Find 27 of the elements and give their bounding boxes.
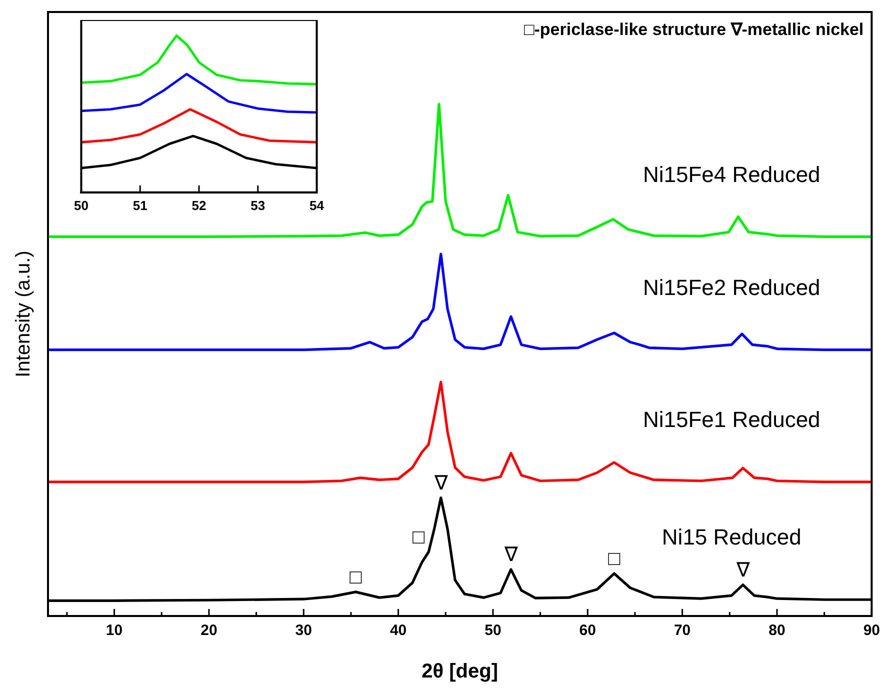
x-axis-title: 2θ [deg] (422, 660, 498, 683)
x-tick-label: 50 (484, 622, 502, 640)
annotation: ∇ (503, 544, 518, 566)
x-tick-label: 30 (295, 622, 312, 640)
text: Ni15 Reduced (662, 524, 802, 550)
series-label: Ni15Fe4 Reduced (642, 162, 820, 187)
annotation: □ (608, 548, 622, 570)
x-tick-label: 52 (192, 198, 206, 213)
series-label: Ni15Fe2 Reduced (642, 274, 820, 300)
x-tick-label: 10 (106, 622, 123, 640)
annotation: □ (412, 526, 426, 549)
x-tick-label: 40 (390, 622, 407, 640)
x-tick-label: 54 (310, 198, 325, 213)
x-tick-label: 51 (132, 198, 148, 213)
x-tick-label: 70 (674, 622, 691, 640)
annotation: ∇ (735, 559, 750, 582)
x-tick-label: 90 (863, 622, 880, 640)
x-tick-label: 50 (74, 198, 88, 213)
x-tick-label: 20 (200, 622, 218, 640)
x-tick-label: 80 (768, 622, 786, 640)
y-axis-title: Intensity (a.u.) (12, 250, 35, 378)
x-tick-label: 53 (250, 198, 266, 213)
x-tick-label: 60 (579, 622, 596, 640)
annotation: ∇ (433, 472, 448, 494)
series-label: Ni15Fe1 Reduced (642, 406, 820, 432)
text: □-periclase-like structure ∇-metallic nickel (524, 20, 864, 40)
annotation: □ (350, 566, 363, 588)
